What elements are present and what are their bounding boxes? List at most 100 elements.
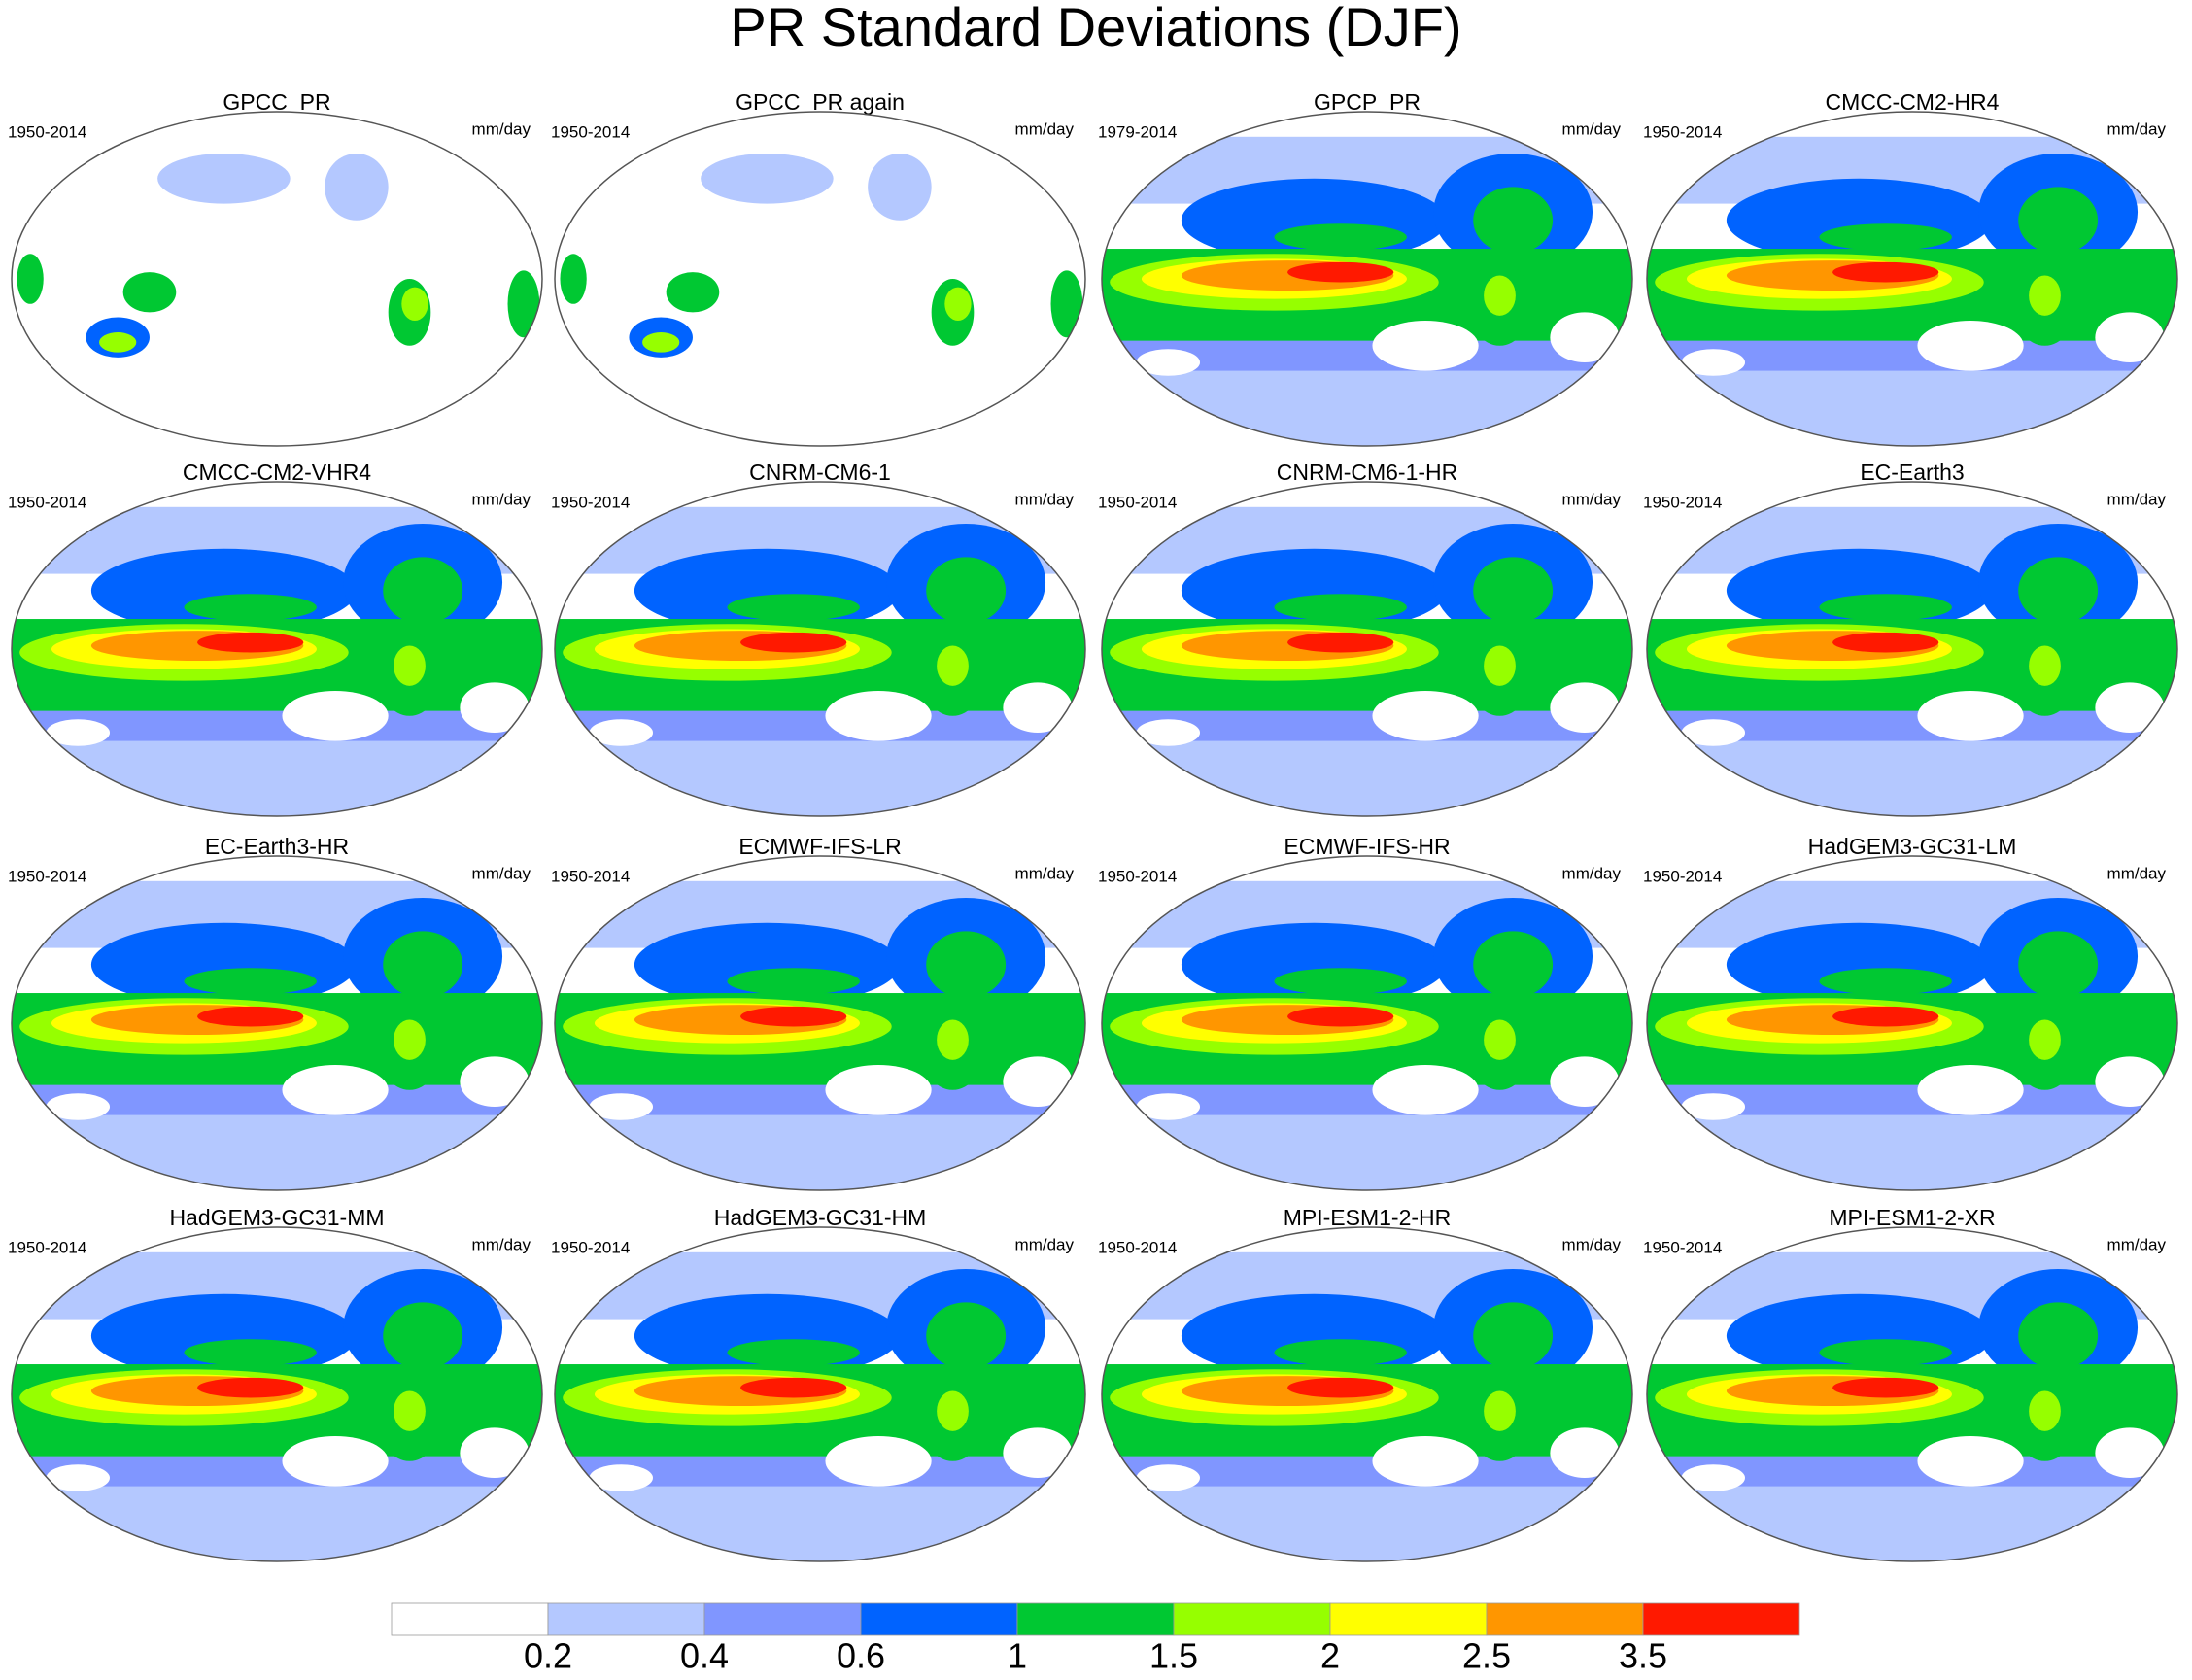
map-shading [282,691,389,741]
map-shading [1274,594,1407,621]
map-shading [1473,557,1554,625]
map-outline [1101,855,1633,1191]
panel-title: ECMWF-IFS-HR [1284,834,1450,859]
map-shading [99,332,137,353]
map-shading [1550,682,1620,733]
map-shading [1287,261,1394,283]
map-shading [46,1464,111,1491]
colorbar-label: 1 [1008,1636,1027,1676]
panel-units: mm/day [1015,120,1075,138]
map-outline [554,481,1086,817]
map-shading [1473,187,1554,255]
panel-units: mm/day [1562,120,1622,138]
map-shading [1372,1065,1479,1115]
map-shading [740,632,847,653]
panel-units: mm/day [1562,490,1622,508]
colorbar-label: 2.5 [1462,1636,1511,1676]
map-shading [2095,1427,2165,1478]
panel-title: GPCC_PR [223,89,330,115]
map-shading [394,645,426,686]
panel-period: 1979-2014 [1098,122,1177,141]
map-shading [1274,1339,1407,1366]
map-shading [1484,1390,1516,1431]
colorbar-box [703,1602,862,1636]
panel-title: EC-Earth3-HR [205,834,349,859]
map-shading [1550,1056,1620,1107]
panel-title: CNRM-CM6-1 [749,460,891,485]
map-shading [589,1093,654,1120]
map-shading [1484,645,1516,686]
map-shading [2029,1019,2061,1060]
colorbar-box [1173,1602,1331,1636]
map-shading [727,1339,860,1366]
map-shading [926,557,1007,625]
panel-title: GPCC_PR again [736,89,905,115]
map-shading [2029,1390,2061,1431]
colorbar-label: 0.2 [524,1636,572,1676]
colorbar-box [1642,1602,1800,1636]
map-shading [1136,1093,1201,1120]
panel-period: 1950-2014 [551,122,630,141]
panel-period: 1950-2014 [1643,867,1722,885]
map-shading [2095,682,2165,733]
panel-units: mm/day [1015,490,1075,508]
map-outline [1101,111,1633,447]
map-shading [937,645,969,686]
map-shading [1287,1006,1394,1027]
map-outline [554,111,1086,447]
map-outline [554,1226,1086,1562]
panel-units: mm/day [472,490,531,508]
panel-period: 1950-2014 [1643,122,1722,141]
map-shading [401,287,428,321]
map-shading [2029,275,2061,316]
panel-title: MPI-ESM1-2-HR [1284,1205,1452,1230]
map-shading [383,931,463,999]
map-shading [1681,719,1746,746]
map [1102,1227,1632,1561]
map-shading [868,154,932,221]
map-shading [1274,968,1407,995]
colorbar-box [391,1602,549,1636]
panel-title: MPI-ESM1-2-XR [1829,1205,1995,1230]
panel-title: CMCC-CM2-VHR4 [183,460,371,485]
map-shading [1681,1464,1746,1491]
colorbar-box [1329,1602,1488,1636]
map-outline [1101,481,1633,817]
map-shading [1917,321,2024,371]
map-shading [589,719,654,746]
map-shading [1681,1093,1746,1120]
panel-period: 1950-2014 [551,1238,630,1256]
panel-units: mm/day [2107,864,2167,882]
map-outline [11,111,543,447]
map [555,112,1085,446]
map-shading [184,1339,317,1366]
map-shading [1473,1302,1554,1370]
map-shading [2018,557,2099,625]
map [12,1227,542,1561]
map-shading [460,682,530,733]
map-shading [560,254,587,304]
map-shading [825,1436,932,1487]
panel-period: 1950-2014 [1098,867,1177,885]
map [1647,1227,2177,1561]
panel-title: CNRM-CM6-1-HR [1277,460,1458,485]
map-outline [11,481,543,817]
panel-period: 1950-2014 [1643,493,1722,511]
map-shading [46,1093,111,1120]
panel-units: mm/day [2107,490,2167,508]
map-shading [325,154,389,221]
map-shading [825,691,932,741]
map-shading [197,1377,304,1398]
panel-period: 1950-2014 [8,1238,86,1256]
colorbar-label: 0.4 [680,1636,729,1676]
map-shading [937,1019,969,1060]
map-shading [1550,312,1620,363]
map-shading [460,1427,530,1478]
map-shading [1050,270,1083,338]
panel-title: HadGEM3-GC31-MM [169,1205,384,1230]
map-shading [589,1464,654,1491]
map-shading [944,287,972,321]
map [555,856,1085,1190]
map-outline [11,1226,543,1562]
